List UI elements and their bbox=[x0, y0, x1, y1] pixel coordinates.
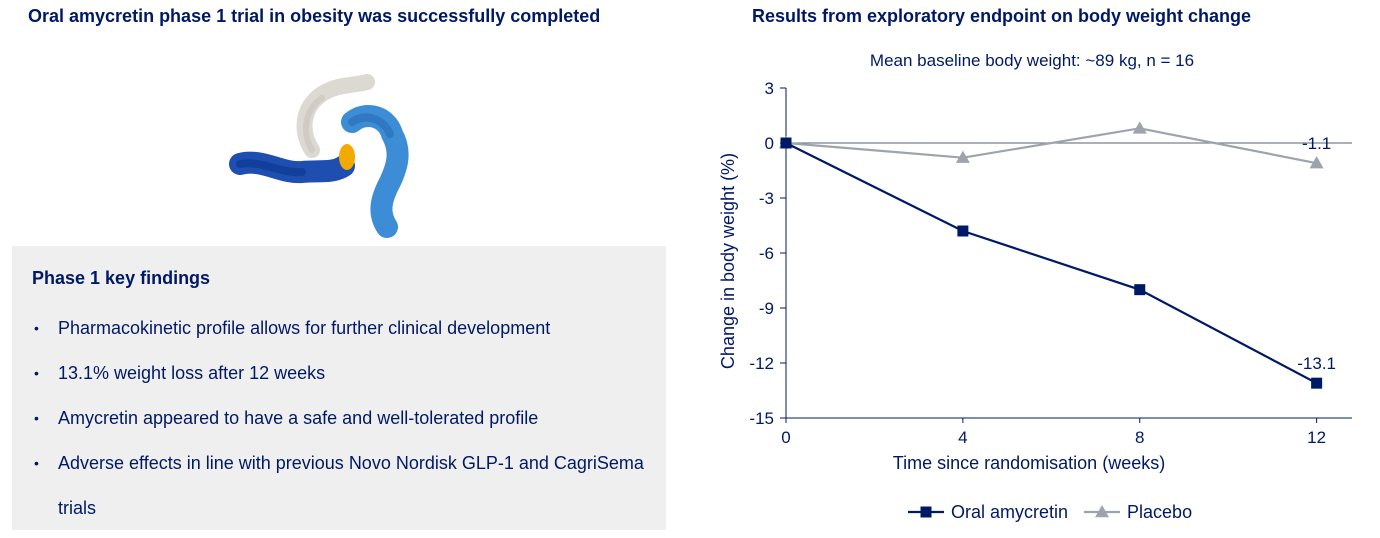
y-tick-label: 0 bbox=[765, 134, 774, 153]
legend-item-oral-amycretin: Oral amycretin bbox=[908, 502, 1068, 522]
data-point-oral-amycretin bbox=[1134, 284, 1146, 296]
y-axis-label: Change in body weight (%) bbox=[718, 153, 738, 369]
chart-axes bbox=[785, 88, 1352, 419]
molecule-white-strand bbox=[296, 74, 375, 158]
key-findings-title: Phase 1 key findings bbox=[32, 268, 211, 288]
y-tick-label: -12 bbox=[749, 354, 774, 373]
molecule-dark-blue-strand bbox=[229, 151, 355, 184]
x-tick-label: 8 bbox=[1135, 428, 1144, 447]
data-point-placebo bbox=[1132, 121, 1147, 134]
data-point-oral-amycretin bbox=[1311, 377, 1323, 389]
data-label-placebo: -1.1 bbox=[1302, 134, 1331, 153]
data-point-placebo bbox=[955, 150, 970, 163]
molecule-yellow-linker bbox=[339, 144, 355, 170]
key-findings-panel: Phase 1 key findings Pharmacokinetic pro… bbox=[12, 246, 666, 530]
chart-legend: Oral amycretin Placebo bbox=[908, 502, 1192, 522]
molecule-light-blue-strand bbox=[341, 105, 409, 238]
series-layer: -1.1 -13.1 bbox=[779, 121, 1336, 389]
series-oral-amycretin: -13.1 bbox=[780, 137, 1336, 389]
legend-label: Placebo bbox=[1127, 502, 1192, 522]
x-axis-ticks: 0 4 8 12 bbox=[781, 418, 1326, 447]
y-tick-label: -6 bbox=[759, 244, 774, 263]
x-tick-label: 0 bbox=[781, 428, 790, 447]
key-findings-list: Pharmacokinetic profile allows for furth… bbox=[32, 306, 652, 531]
x-tick-label: 4 bbox=[958, 428, 967, 447]
legend-swatch-marker bbox=[1095, 505, 1110, 518]
legend-label: Oral amycretin bbox=[951, 502, 1068, 522]
data-point-placebo bbox=[1309, 156, 1324, 169]
y-tick-label: -3 bbox=[759, 189, 774, 208]
finding-item: Amycretin appeared to have a safe and we… bbox=[32, 396, 652, 441]
data-label-oral-amycretin: -13.1 bbox=[1297, 354, 1336, 373]
body-weight-chart: Mean baseline body weight: ~89 kg, n = 1… bbox=[718, 51, 1352, 522]
left-panel-title: Oral amycretin phase 1 trial in obesity … bbox=[28, 6, 601, 26]
series-placebo: -1.1 bbox=[779, 121, 1331, 169]
molecule-image bbox=[229, 74, 409, 238]
y-tick-label: -15 bbox=[749, 409, 774, 428]
finding-item: 13.1% weight loss after 12 weeks bbox=[32, 351, 652, 396]
chart-subtitle: Mean baseline body weight: ~89 kg, n = 1… bbox=[870, 51, 1194, 70]
series-line-placebo bbox=[785, 127, 1317, 165]
x-axis-label: Time since randomisation (weeks) bbox=[893, 453, 1165, 473]
y-axis-ticks: 3 0 -3 -6 -9 -12 -15 bbox=[749, 79, 786, 428]
finding-item: Pharmacokinetic profile allows for furth… bbox=[32, 306, 652, 351]
data-point-oral-amycretin bbox=[957, 225, 969, 237]
finding-item: Adverse effects in line with previous No… bbox=[32, 441, 652, 531]
y-tick-label: 3 bbox=[765, 79, 774, 98]
legend-item-placebo: Placebo bbox=[1084, 502, 1192, 522]
legend-swatch-marker bbox=[920, 506, 932, 518]
series-line-oral-amycretin bbox=[785, 142, 1318, 385]
x-tick-label: 12 bbox=[1307, 428, 1326, 447]
y-tick-label: -9 bbox=[759, 299, 774, 318]
data-point-oral-amycretin bbox=[780, 137, 792, 149]
chart-title: Results from exploratory endpoint on bod… bbox=[752, 6, 1252, 26]
